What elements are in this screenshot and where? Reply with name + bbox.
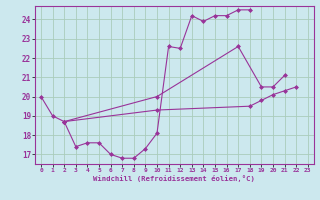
X-axis label: Windchill (Refroidissement éolien,°C): Windchill (Refroidissement éolien,°C) xyxy=(93,175,255,182)
